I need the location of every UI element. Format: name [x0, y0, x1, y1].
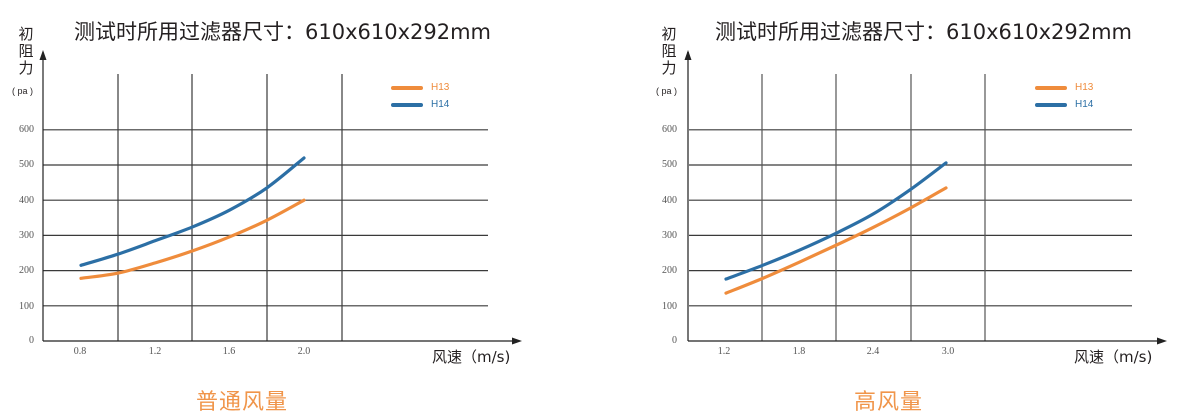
- y-tick-label: 200: [19, 265, 34, 276]
- chart-plot-normal: [39, 50, 522, 345]
- x-tick-label: 1.6: [222, 346, 236, 357]
- legend-label: H13: [431, 82, 450, 93]
- y-axis-unit: ( pa ): [656, 86, 678, 96]
- y-tick-label: 100: [662, 301, 677, 312]
- y-axis-label: 初 阻 力: [16, 26, 36, 77]
- y-label-char: 力: [18, 59, 34, 77]
- chart-panel-high-airflow: 测试时所用过滤器尺寸：610x610x292mm 初 阻 力 ( pa ) 60…: [595, 0, 1190, 420]
- legend-item-h14: H14: [391, 99, 449, 110]
- x-tick-label: 1.2: [717, 346, 731, 357]
- y-tick-label: 0: [672, 335, 677, 346]
- legend-item-h14: H14: [1035, 99, 1093, 110]
- y-tick-label: 600: [662, 124, 677, 135]
- series-line-h13: [79, 198, 306, 280]
- y-tick-label: 600: [19, 124, 34, 135]
- chart-panel-normal-airflow: 测试时所用过滤器尺寸：610x610x292mm 初 阻 力 ( pa ) 60…: [12, 20, 522, 415]
- y-axis-label: 初 阻 力: [659, 26, 679, 77]
- x-tick-label: 0.8: [73, 346, 87, 357]
- y-tick-label: 400: [662, 195, 677, 206]
- chart-title: 测试时所用过滤器尺寸：610x610x292mm: [715, 20, 1133, 44]
- y-tick-label: 500: [19, 159, 34, 170]
- y-tick-label: 500: [662, 159, 677, 170]
- y-tick-label: 400: [19, 195, 34, 206]
- chart-caption: 高风量: [854, 390, 924, 415]
- legend-item-h13: H13: [1035, 82, 1093, 93]
- chart-title: 测试时所用过滤器尺寸：610x610x292mm: [74, 20, 492, 44]
- legend-label: H14: [1075, 99, 1094, 110]
- y-label-char: 初: [661, 25, 677, 43]
- x-axis-label: 风速（m/s): [432, 348, 511, 366]
- legend-item-h13: H13: [391, 82, 449, 93]
- series-line-h13: [724, 186, 948, 295]
- chart-plot-high: [684, 50, 1167, 345]
- y-label-char: 初: [18, 25, 34, 43]
- x-tick-label: 3.0: [941, 346, 955, 357]
- x-axis-label: 风速（m/s): [1074, 348, 1153, 366]
- x-tick-label: 1.8: [792, 346, 806, 357]
- y-tick-label: 300: [662, 230, 677, 241]
- legend-swatch-h14: [1035, 102, 1067, 107]
- legend-swatch-h13: [391, 85, 423, 90]
- y-label-char: 力: [661, 59, 677, 77]
- y-axis-unit: ( pa ): [12, 86, 34, 96]
- x-tick-label: 1.2: [148, 346, 162, 357]
- y-label-char: 阻: [661, 42, 677, 60]
- legend-swatch-h13: [1035, 85, 1067, 90]
- legend-swatch-h14: [391, 102, 423, 107]
- y-tick-label: 200: [662, 265, 677, 276]
- x-tick-label: 2.0: [297, 346, 311, 357]
- x-tick-label: 2.4: [866, 346, 880, 357]
- y-tick-label: 100: [19, 301, 34, 312]
- y-label-char: 阻: [18, 42, 34, 60]
- y-tick-label: 300: [19, 230, 34, 241]
- y-tick-label: 0: [29, 335, 34, 346]
- legend-label: H13: [1075, 82, 1094, 93]
- legend-label: H14: [431, 99, 450, 110]
- series-line-h14: [724, 161, 948, 281]
- chart-caption: 普通风量: [196, 390, 289, 415]
- series-line-h14: [79, 156, 306, 267]
